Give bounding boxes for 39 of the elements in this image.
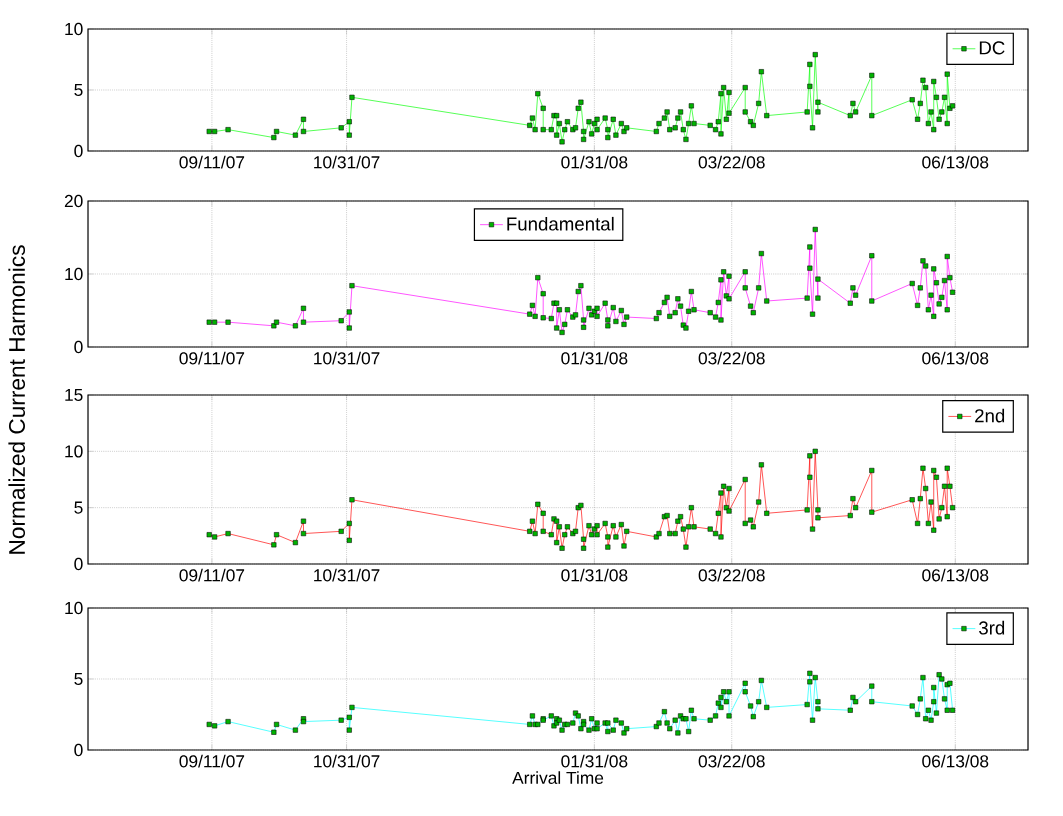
x-tick-label: 09/11/07 <box>179 568 245 582</box>
x-tick-label: 01/31/08 <box>561 754 628 768</box>
x-tick-label: 01/31/08 <box>561 568 628 582</box>
x-tick-label: 09/11/07 <box>179 754 245 768</box>
x-tick-label: 03/22/08 <box>698 351 765 365</box>
y-axis-title: Normalized Current Harmonics <box>8 245 26 554</box>
y-tick-label: 10 <box>65 601 83 615</box>
x-tick-label: 09/11/07 <box>179 155 245 169</box>
x-tick-label: 03/22/08 <box>698 754 765 768</box>
x-tick-label: 03/22/08 <box>698 568 765 582</box>
x-tick-label: 10/31/07 <box>314 351 380 365</box>
y-tick-label: 5 <box>74 83 83 97</box>
y-tick-label: 5 <box>74 501 83 514</box>
x-tick-label: 01/31/08 <box>561 155 628 169</box>
x-tick-label: 06/13/08 <box>922 568 989 582</box>
x-tick-label: 09/11/07 <box>179 351 245 365</box>
y-tick-label: 15 <box>65 388 83 402</box>
x-tick-label: 10/31/07 <box>314 568 380 582</box>
y-tick-label: 10 <box>65 22 83 36</box>
y-tick-label: 0 <box>74 557 83 571</box>
legend-label: Fundamental <box>507 216 614 231</box>
y-tick-label: 0 <box>74 144 83 158</box>
legend-label: 2nd <box>975 408 1005 423</box>
y-tick-label: 10 <box>65 445 83 458</box>
x-tick-label: 10/31/07 <box>314 754 380 768</box>
x-tick-label: 03/22/08 <box>698 155 765 169</box>
y-tick-label: 0 <box>74 340 83 354</box>
y-tick-label: 20 <box>64 194 83 208</box>
x-tick-label: 01/31/08 <box>561 351 628 365</box>
x-tick-label: 06/13/08 <box>922 754 989 768</box>
x-tick-label: 10/31/07 <box>314 155 380 169</box>
y-tick-label: 0 <box>74 743 83 757</box>
x-axis-title: Arrival Time <box>512 771 604 784</box>
legend-label: DC <box>979 41 1005 55</box>
x-tick-label: 06/13/08 <box>922 351 989 365</box>
x-tick-label: 06/13/08 <box>922 155 989 169</box>
legend-label: 3rd <box>979 620 1005 635</box>
y-tick-label: 10 <box>65 267 83 281</box>
y-tick-label: 5 <box>74 672 83 686</box>
